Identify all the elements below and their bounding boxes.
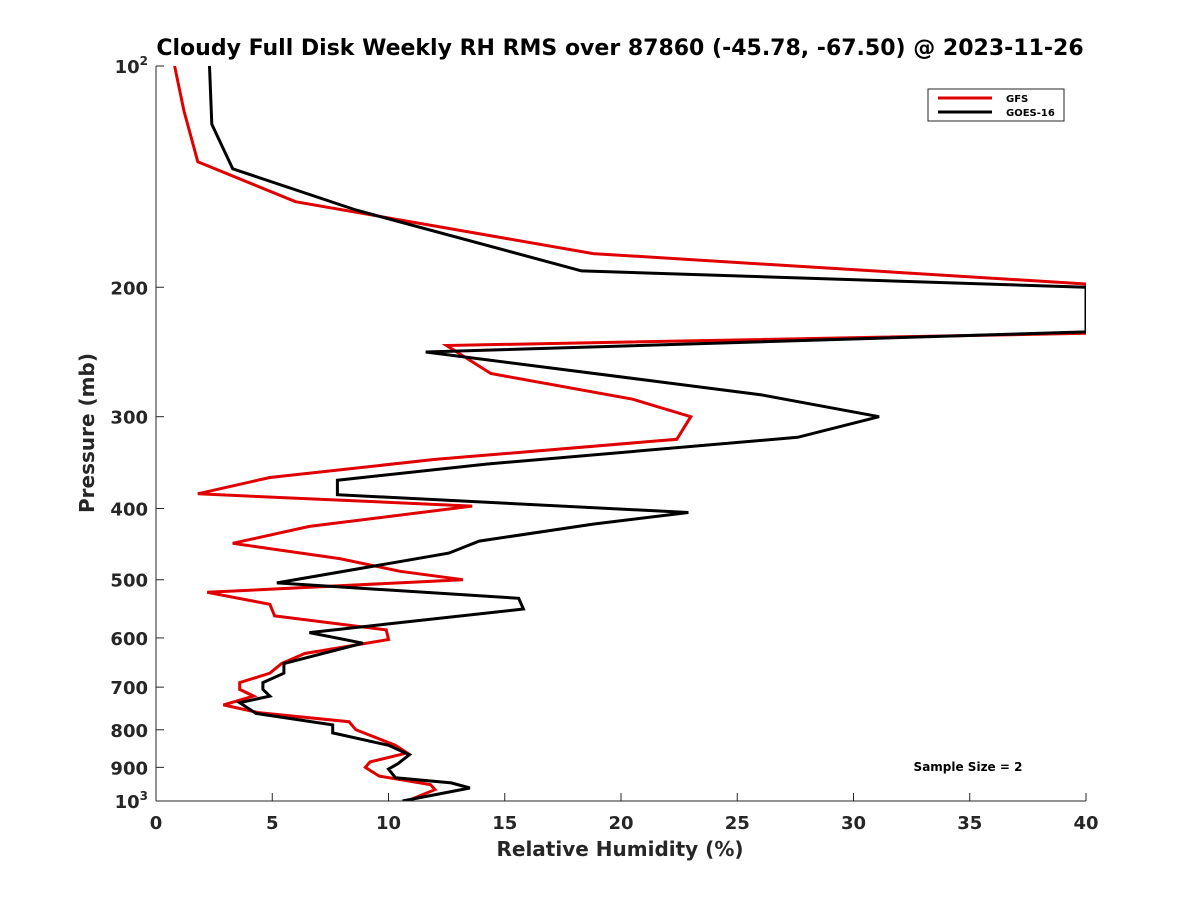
x-tick-label: 0 xyxy=(150,813,163,834)
plot-area xyxy=(173,66,1086,801)
axes: 0 5 10 15 20 25 30 35 40 102 200 300 400 500 600 700 800… xyxy=(110,54,1098,834)
x-axis-label: Relative Humidity (%) xyxy=(496,837,743,861)
legend-label-goes-16: GOES-16 xyxy=(1006,108,1055,119)
x-tick-label: 40 xyxy=(1073,813,1098,834)
x-tick-label: 10 xyxy=(376,813,401,834)
y-tick-label: 300 xyxy=(110,408,148,429)
x-tick-label: 30 xyxy=(841,813,866,834)
y-tick-label: 600 xyxy=(110,629,148,650)
x-tick-label: 35 xyxy=(957,813,982,834)
y-tick-label: 800 xyxy=(110,721,148,742)
y-tick-label: 900 xyxy=(110,758,148,779)
y-tick-label: 400 xyxy=(110,500,148,521)
y-tick-label: 200 xyxy=(110,278,148,299)
chart-title: Cloudy Full Disk Weekly RH RMS over 8786… xyxy=(156,36,1083,61)
y-tick-label: 700 xyxy=(110,678,148,699)
y-tick-label: 102 xyxy=(115,54,148,78)
series-group xyxy=(173,66,1086,801)
y-axis-label: Pressure (mb) xyxy=(75,353,99,513)
legend-box xyxy=(927,88,1065,122)
x-tick-label: 15 xyxy=(492,813,517,834)
x-tick-label: 25 xyxy=(725,813,750,834)
series-line-goes-16 xyxy=(208,66,1086,801)
x-tick-label: 20 xyxy=(608,813,633,834)
legend: GFS GOES-16 xyxy=(927,88,1065,122)
y-tick-label: 500 xyxy=(110,571,148,592)
sample-size-annotation: Sample Size = 2 xyxy=(914,760,1023,774)
legend-label-gfs: GFS xyxy=(1006,94,1028,105)
y-tick-label: 103 xyxy=(115,789,148,813)
x-tick-label: 5 xyxy=(266,813,279,834)
